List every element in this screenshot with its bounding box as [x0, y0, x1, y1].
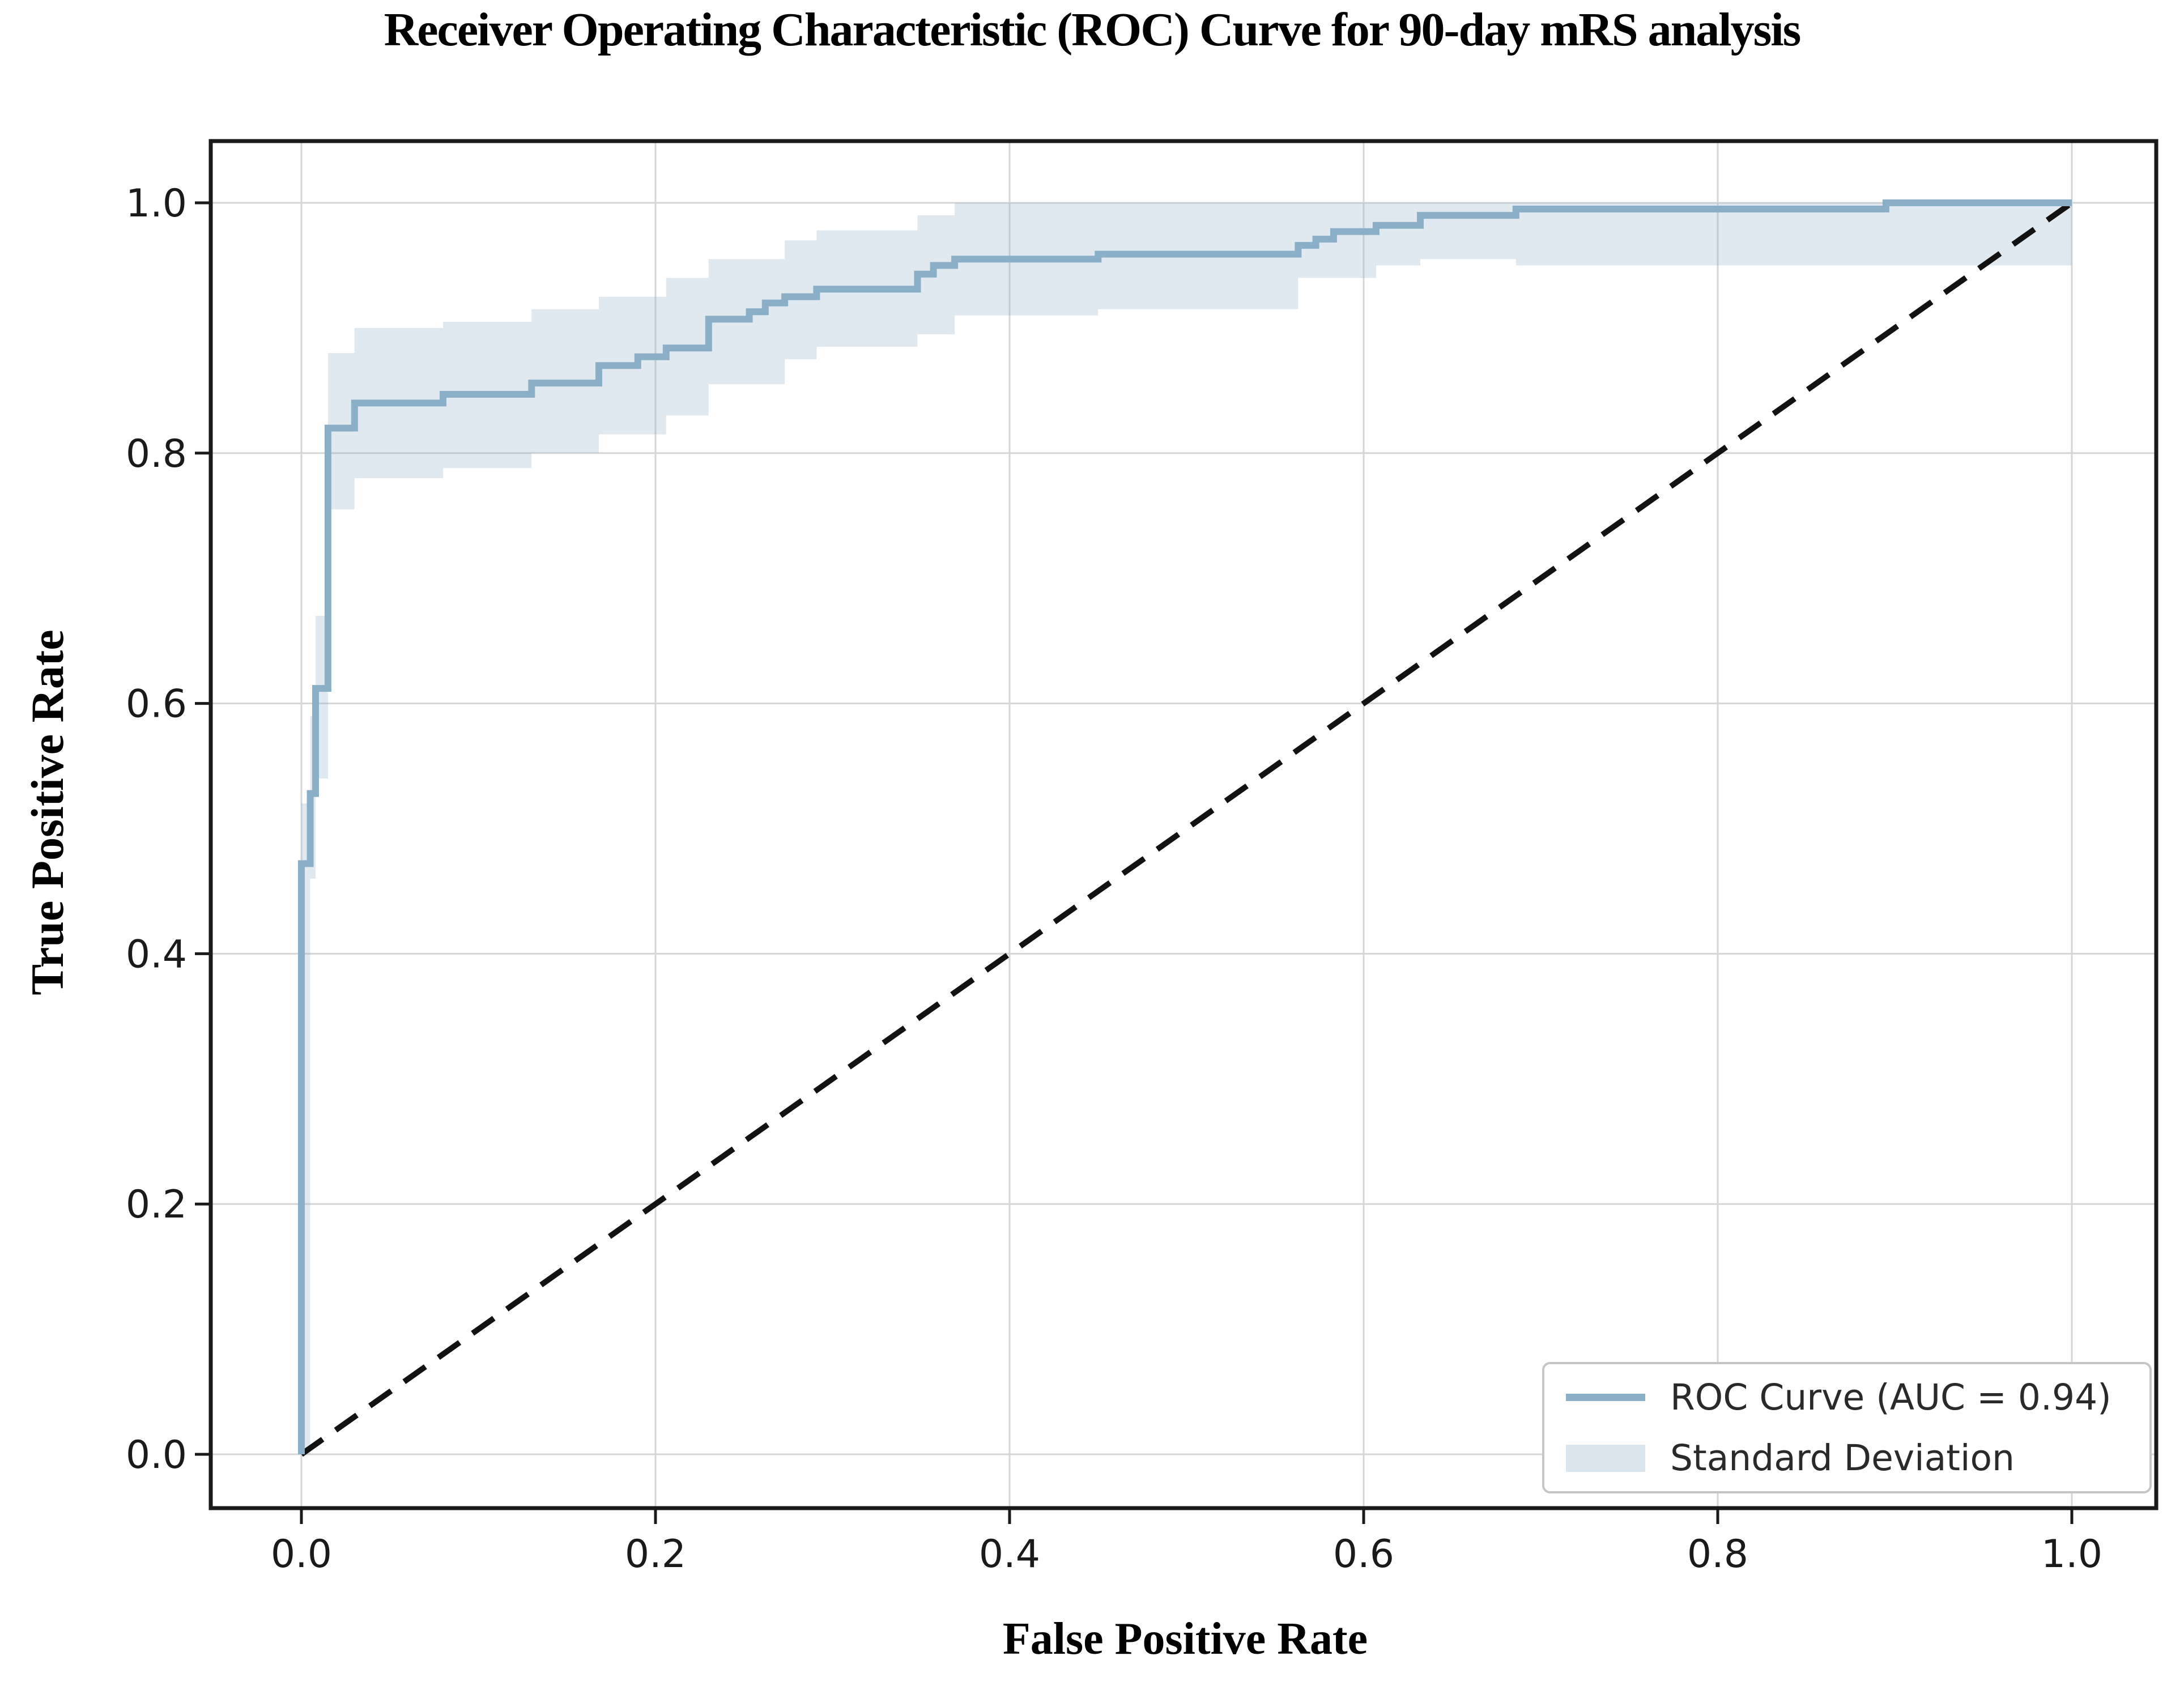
y-tick-label: 1.0 — [126, 181, 187, 226]
standard-deviation-band-swatch — [1566, 1444, 1645, 1472]
legend-label-roc-curve: ROC Curve (AUC = 0.94) — [1670, 1377, 2111, 1418]
x-tick-label: 0.6 — [1333, 1532, 1394, 1577]
y-tick-label: 0.0 — [126, 1433, 187, 1478]
x-axis-title: False Positive Rate — [1002, 1614, 1368, 1664]
roc-curve-line-swatch — [1566, 1394, 1645, 1401]
y-tick-label: 0.6 — [126, 682, 187, 727]
chance-diagonal-line — [300, 200, 2074, 1457]
axes-frame — [208, 139, 2159, 1510]
standard-deviation-band — [301, 203, 2072, 1454]
x-tick-label: 1.0 — [2041, 1532, 2102, 1577]
x-tick-label: 0.8 — [1687, 1532, 1748, 1577]
y-tick-label: 0.8 — [126, 432, 187, 476]
legend-item-standard-deviation: Standard Deviation — [1566, 1437, 2149, 1479]
legend: ROC Curve (AUC = 0.94) Standard Deviatio… — [1542, 1362, 2152, 1493]
y-tick-label: 0.2 — [126, 1182, 187, 1227]
roc-curve-line — [298, 199, 2072, 1454]
legend-item-roc-curve: ROC Curve (AUC = 0.94) — [1566, 1377, 2149, 1418]
y-tick-label: 0.4 — [126, 932, 187, 977]
legend-label-standard-deviation: Standard Deviation — [1670, 1437, 2015, 1479]
x-tick-label: 0.0 — [271, 1532, 332, 1577]
x-tick-label: 0.4 — [979, 1532, 1040, 1577]
x-tick-label: 0.2 — [625, 1532, 686, 1577]
chart-title: Receiver Operating Characteristic (ROC) … — [384, 3, 1802, 56]
